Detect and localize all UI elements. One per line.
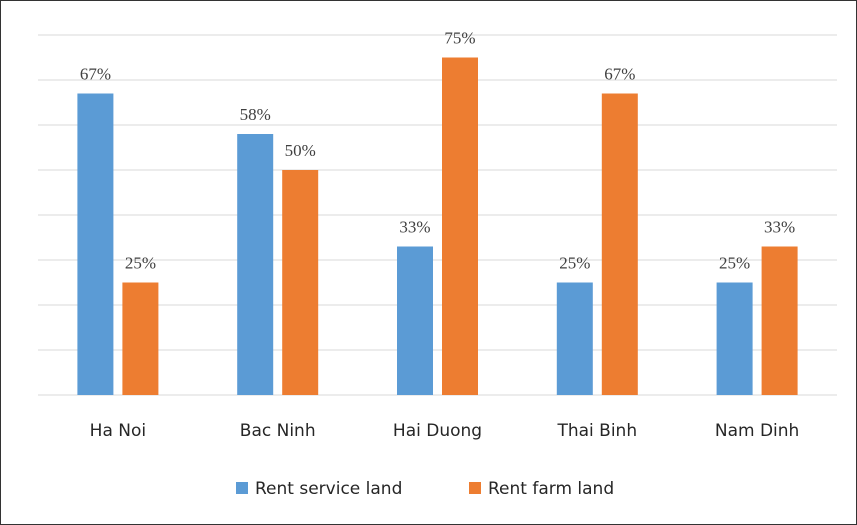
x-tick-label: Bac Ninh bbox=[240, 421, 316, 441]
data-label: 58% bbox=[240, 105, 271, 124]
bar bbox=[556, 282, 593, 395]
data-label: 50% bbox=[285, 141, 316, 160]
bar bbox=[442, 57, 478, 395]
data-label: 67% bbox=[80, 65, 111, 84]
bar bbox=[282, 170, 319, 395]
data-label: 25% bbox=[125, 254, 156, 273]
data-label: 33% bbox=[764, 218, 795, 237]
data-label: 25% bbox=[719, 254, 750, 273]
x-tick-label: Ha Noi bbox=[90, 421, 146, 441]
bar bbox=[761, 246, 798, 395]
data-label: 33% bbox=[399, 218, 430, 237]
bar bbox=[122, 282, 159, 395]
legend-label: Rent farm land bbox=[488, 479, 614, 499]
bar bbox=[601, 93, 638, 395]
bar bbox=[397, 246, 433, 395]
legend-swatch bbox=[236, 482, 248, 494]
x-tick-label: Hai Duong bbox=[393, 421, 482, 441]
legend-label: Rent service land bbox=[255, 479, 402, 499]
x-tick-label: Thai Binh bbox=[556, 421, 637, 441]
x-tick-label: Nam Dinh bbox=[715, 421, 799, 441]
bar bbox=[77, 93, 114, 395]
bar bbox=[237, 134, 274, 395]
data-label: 25% bbox=[559, 254, 590, 273]
data-label: 75% bbox=[444, 29, 475, 48]
bar bbox=[716, 282, 753, 395]
legend-swatch bbox=[469, 482, 481, 494]
data-label: 67% bbox=[604, 65, 635, 84]
